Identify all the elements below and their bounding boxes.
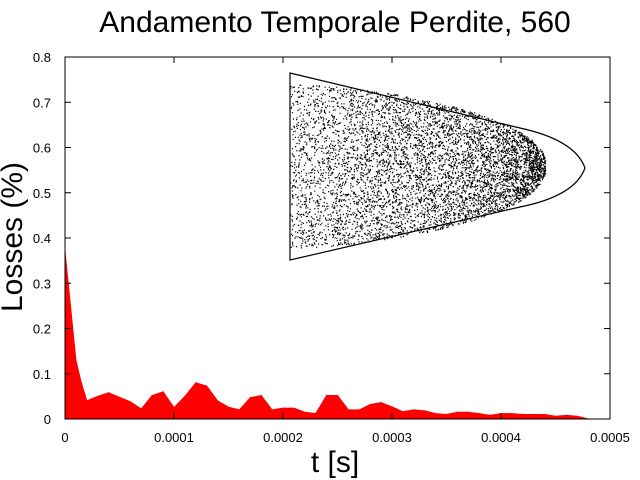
data-point	[80, 382, 82, 384]
data-point	[184, 395, 186, 397]
data-point	[391, 406, 393, 408]
x-tick-label: 0.0002	[263, 430, 303, 445]
data-point	[151, 394, 153, 397]
data-point	[478, 413, 480, 415]
y-tick-label: 0.8	[33, 50, 51, 65]
data-point	[511, 413, 513, 415]
data-point	[347, 409, 349, 411]
data-point	[108, 392, 110, 394]
data-point	[565, 414, 568, 416]
data-point	[304, 411, 306, 413]
data-point	[315, 413, 317, 415]
data-point	[576, 415, 578, 417]
x-axis-label: t [s]	[311, 446, 359, 479]
data-point	[206, 385, 208, 387]
data-point	[97, 395, 99, 397]
y-tick-label: 0.3	[33, 276, 51, 291]
phase-space-inset	[289, 72, 586, 261]
data-point	[358, 409, 360, 411]
data-point	[413, 409, 415, 411]
data-point	[424, 410, 426, 412]
data-point	[195, 382, 197, 384]
plot-area	[64, 251, 589, 420]
y-tick-label: 0.6	[33, 141, 51, 156]
data-point	[402, 411, 404, 413]
y-tick-label: 0.5	[33, 186, 51, 201]
data-point	[129, 401, 131, 403]
data-point	[75, 359, 77, 361]
inset-scatter-points	[290, 84, 547, 249]
data-point	[380, 402, 382, 404]
y-tick-label: 0.7	[33, 95, 51, 110]
data-point	[271, 409, 273, 411]
chart-title: Andamento Temporale Perdite, 560	[99, 6, 570, 39]
data-point	[489, 414, 491, 416]
y-tick-label: 0.2	[33, 322, 51, 337]
data-point	[445, 413, 448, 416]
data-point	[554, 415, 557, 417]
data-point	[217, 400, 219, 402]
y-tick-label: 0	[44, 412, 51, 427]
data-point	[227, 406, 230, 408]
data-point	[173, 407, 175, 409]
y-axis-label: Losses (%)	[0, 162, 29, 312]
data-point	[282, 407, 284, 409]
data-point	[249, 397, 251, 399]
data-point	[435, 413, 437, 415]
x-tick-label: 0.0004	[481, 430, 521, 445]
x-tick-label: 0.0005	[590, 430, 630, 445]
data-point	[544, 413, 546, 416]
x-tick-label: 0	[61, 430, 68, 445]
data-point	[326, 394, 328, 397]
axis-ticks: 0 0.0001 0.0002 0.0003 0.0004 0.0005 0 0.1 0.2 0.…	[33, 50, 630, 445]
inset-outline	[289, 72, 586, 261]
data-point	[260, 394, 262, 397]
data-point	[522, 413, 524, 416]
y-tick-label: 0.4	[33, 231, 51, 246]
x-tick-label: 0.0003	[372, 430, 412, 445]
data-point	[336, 394, 339, 397]
data-point	[369, 403, 371, 406]
losses-area-series-0	[64, 251, 589, 420]
data-point	[91, 398, 93, 400]
data-point	[238, 409, 240, 411]
data-point	[467, 411, 469, 413]
y-tick-label: 0.1	[33, 367, 51, 382]
data-point	[533, 413, 535, 416]
x-tick-label: 0.0001	[154, 430, 194, 445]
data-point	[69, 305, 72, 307]
data-point	[140, 408, 142, 410]
data-point	[456, 411, 458, 413]
data-point	[293, 407, 295, 409]
data-point	[162, 391, 164, 393]
data-point	[118, 396, 121, 398]
data-point	[86, 400, 88, 402]
